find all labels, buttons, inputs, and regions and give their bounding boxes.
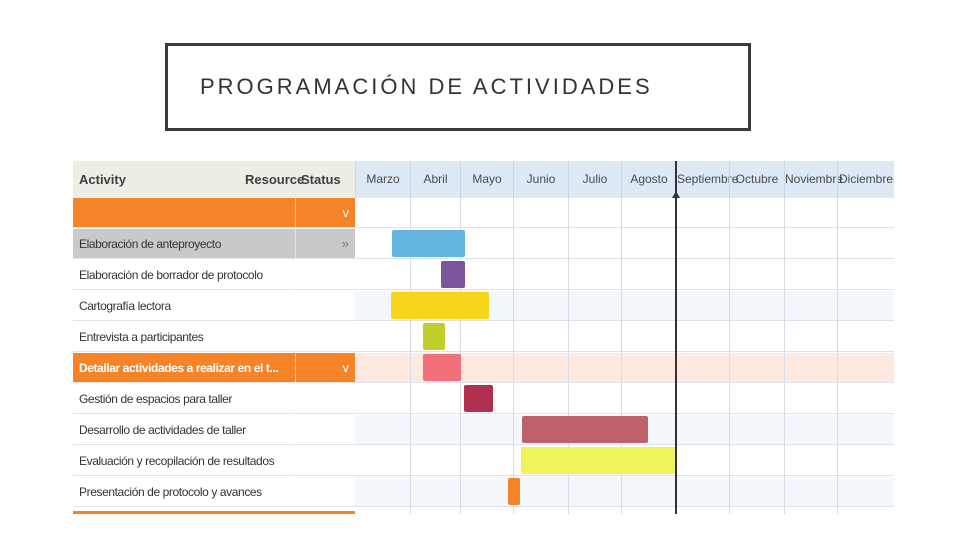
page-title: PROGRAMACIÓN DE ACTIVIDADES	[200, 74, 653, 99]
month-header-octubre: Octubre	[729, 161, 784, 198]
timeline-header: Marzo Abril Mayo Junio Julio Agosto Septiembre…	[355, 161, 894, 199]
month-header-diciembre: Diciembre	[837, 161, 894, 198]
task-row[interactable]: Elaboración de borrador de protocolo	[73, 260, 894, 290]
task-cell[interactable]: Elaboración de anteproyecto »	[73, 229, 355, 259]
gantt-header-left: Activity Resource Status	[73, 161, 355, 199]
expand-toggle[interactable]: v	[295, 198, 355, 228]
month-gridline	[729, 198, 730, 514]
task-bar[interactable]	[441, 261, 466, 288]
task-bar[interactable]	[463, 385, 493, 412]
task-row[interactable]: Desarrollo de actividades de taller	[73, 415, 894, 445]
task-name: Elaboración de borrador de protocolo	[79, 268, 263, 282]
gantt-chart: Activity Resource Status Marzo Abril Mayo J…	[73, 161, 894, 514]
status-column-header[interactable]: Status	[301, 172, 341, 187]
task-row[interactable]: Elaboración de anteproyecto »	[73, 229, 894, 259]
expand-toggle[interactable]	[295, 415, 355, 445]
month-header-agosto: Agosto	[621, 161, 676, 198]
expand-toggle[interactable]: v	[295, 353, 355, 383]
month-gridline	[513, 198, 514, 514]
task-row[interactable]: Evaluación y recopilación de resultados	[73, 446, 894, 476]
task-cell[interactable]: Elaboración de borrador de protocolo	[73, 260, 355, 290]
task-row[interactable]: Entrevista a participantes	[73, 322, 894, 352]
task-cell[interactable]: Presentación de protocolo y avances	[73, 477, 355, 507]
task-cell[interactable]: v	[73, 198, 355, 228]
task-bar[interactable]	[392, 230, 466, 257]
task-name: Cartografía lectora	[79, 299, 171, 313]
timeline-cell	[355, 198, 894, 228]
title-box: PROGRAMACIÓN DE ACTIVIDADES	[165, 43, 751, 131]
month-gridline	[568, 198, 569, 514]
expand-toggle[interactable]	[295, 260, 355, 290]
month-header-septiembre: Septiembre	[676, 161, 738, 198]
month-header-julio: Julio	[568, 161, 621, 198]
month-header-junio: Junio	[513, 161, 568, 198]
task-cell[interactable]: Desarrollo de actividades de taller	[73, 415, 355, 445]
summary-task-row[interactable]: v	[73, 198, 894, 228]
task-bar[interactable]	[391, 292, 490, 319]
task-name: Detallar actividades a realizar en el t.…	[79, 361, 279, 375]
expand-toggle[interactable]	[295, 446, 355, 476]
month-header-abril: Abril	[410, 161, 460, 198]
task-bar[interactable]	[507, 478, 521, 505]
task-row[interactable]: Presentación de protocolo y avances	[73, 477, 894, 507]
task-bar[interactable]	[422, 354, 462, 381]
month-gridline	[621, 198, 622, 514]
task-cell[interactable]: Evaluación y recopilación de resultados	[73, 446, 355, 476]
task-cell[interactable]: Gestión de espacios para taller	[73, 384, 355, 414]
task-bar[interactable]	[521, 447, 676, 474]
expand-toggle[interactable]	[295, 322, 355, 352]
month-gridline	[410, 198, 411, 514]
timeline-cell	[355, 260, 894, 290]
month-gridline	[784, 198, 785, 514]
task-cell[interactable]: Cartografía lectora	[73, 291, 355, 321]
task-bar[interactable]	[422, 323, 445, 350]
task-name: Gestión de espacios para taller	[79, 392, 233, 406]
summary-task-row[interactable]: Detallar actividades a realizar en el t.…	[73, 353, 894, 383]
task-cell[interactable]: Entrevista a participantes	[73, 322, 355, 352]
expand-toggle[interactable]	[295, 291, 355, 321]
month-header-noviembre: Noviembre	[784, 161, 843, 198]
timeline-cell	[355, 229, 894, 259]
timeline-cell	[355, 384, 894, 414]
month-header-marzo: Marzo	[355, 161, 410, 198]
task-name: Evaluación y recopilación de resultados	[79, 454, 275, 468]
table-bottom-border	[73, 511, 355, 514]
today-line	[675, 161, 677, 514]
timeline-cell	[355, 477, 894, 507]
task-name: Entrevista a participantes	[79, 330, 204, 344]
task-name: Elaboración de anteproyecto	[79, 237, 221, 251]
expand-toggle[interactable]	[295, 477, 355, 507]
expand-toggle[interactable]: »	[295, 229, 355, 259]
task-row[interactable]: Gestión de espacios para taller	[73, 384, 894, 414]
activity-column-header[interactable]: Activity	[79, 172, 126, 187]
task-cell[interactable]: Detallar actividades a realizar en el t.…	[73, 353, 355, 383]
task-bar[interactable]	[522, 416, 649, 443]
task-name: Presentación de protocolo y avances	[79, 485, 262, 499]
task-name: Desarrollo de actividades de taller	[79, 423, 246, 437]
month-gridline	[837, 198, 838, 514]
month-header-mayo: Mayo	[460, 161, 513, 198]
expand-toggle[interactable]	[295, 384, 355, 414]
resource-column-header[interactable]: Resource	[245, 172, 305, 187]
